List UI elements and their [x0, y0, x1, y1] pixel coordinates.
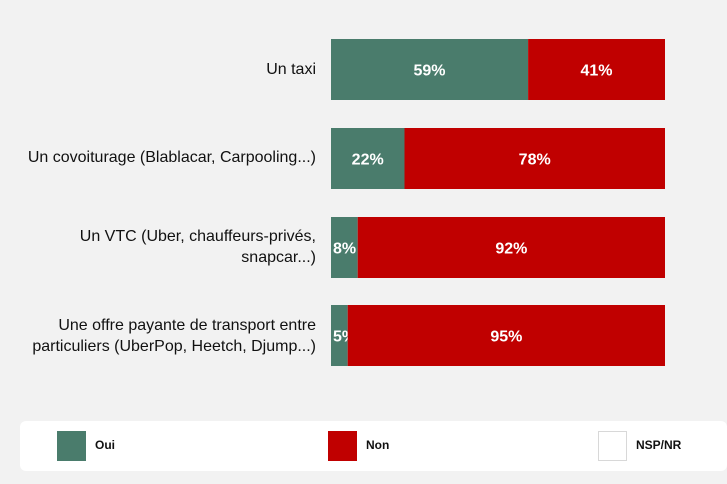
- data-label-non-2: 92%: [495, 241, 527, 258]
- bar-non-1: [404, 128, 665, 189]
- legend-label-non: Non: [366, 438, 390, 452]
- legend-swatch-non: [328, 431, 357, 461]
- data-label-oui-2: 8%: [333, 241, 356, 258]
- category-label-taxi: Un taxi: [0, 59, 316, 80]
- bar-non-2: [357, 217, 665, 278]
- legend: Oui Non NSP/NR: [20, 421, 727, 471]
- category-label-line: Une offre payante de transport entre: [58, 317, 316, 334]
- data-label-non-0: 41%: [580, 63, 612, 80]
- legend-label-nsp-nr: NSP/NR: [636, 438, 682, 452]
- category-label-offre-payante: Une offre payante de transport entre par…: [0, 315, 316, 357]
- category-label-line: snapcar...): [241, 249, 316, 266]
- category-label-line: Un VTC (Uber, chauffeurs-privés,: [79, 228, 316, 245]
- category-label-line: Un covoiturage (Blablacar, Carpooling...…: [27, 149, 316, 166]
- bar-oui-1: [331, 128, 405, 189]
- category-label-covoiturage: Un covoiturage (Blablacar, Carpooling...…: [0, 147, 316, 168]
- category-label-line: Un taxi: [266, 61, 316, 78]
- legend-swatch-oui: [57, 431, 86, 461]
- bar-non-3: [347, 305, 665, 366]
- data-label-oui-1: 22%: [352, 152, 384, 169]
- data-label-oui-0: 59%: [413, 63, 445, 80]
- legend-label-oui: Oui: [95, 438, 115, 452]
- category-label-vtc: Un VTC (Uber, chauffeurs-privés, snapcar…: [0, 226, 316, 268]
- legend-swatch-nsp-nr: [598, 431, 627, 461]
- category-label-line: particuliers (UberPop, Heetch, Djump...): [32, 338, 316, 355]
- stacked-bar-chart: 59% 41%22% 78%8% 92%5% 95%: [331, 39, 665, 366]
- bar-non-0: [528, 39, 665, 100]
- bar-oui-3: [331, 305, 348, 366]
- bar-oui-2: [331, 217, 358, 278]
- bar-oui-0: [331, 39, 529, 100]
- data-label-non-1: 78%: [519, 152, 551, 169]
- data-label-non-3: 95%: [490, 329, 522, 346]
